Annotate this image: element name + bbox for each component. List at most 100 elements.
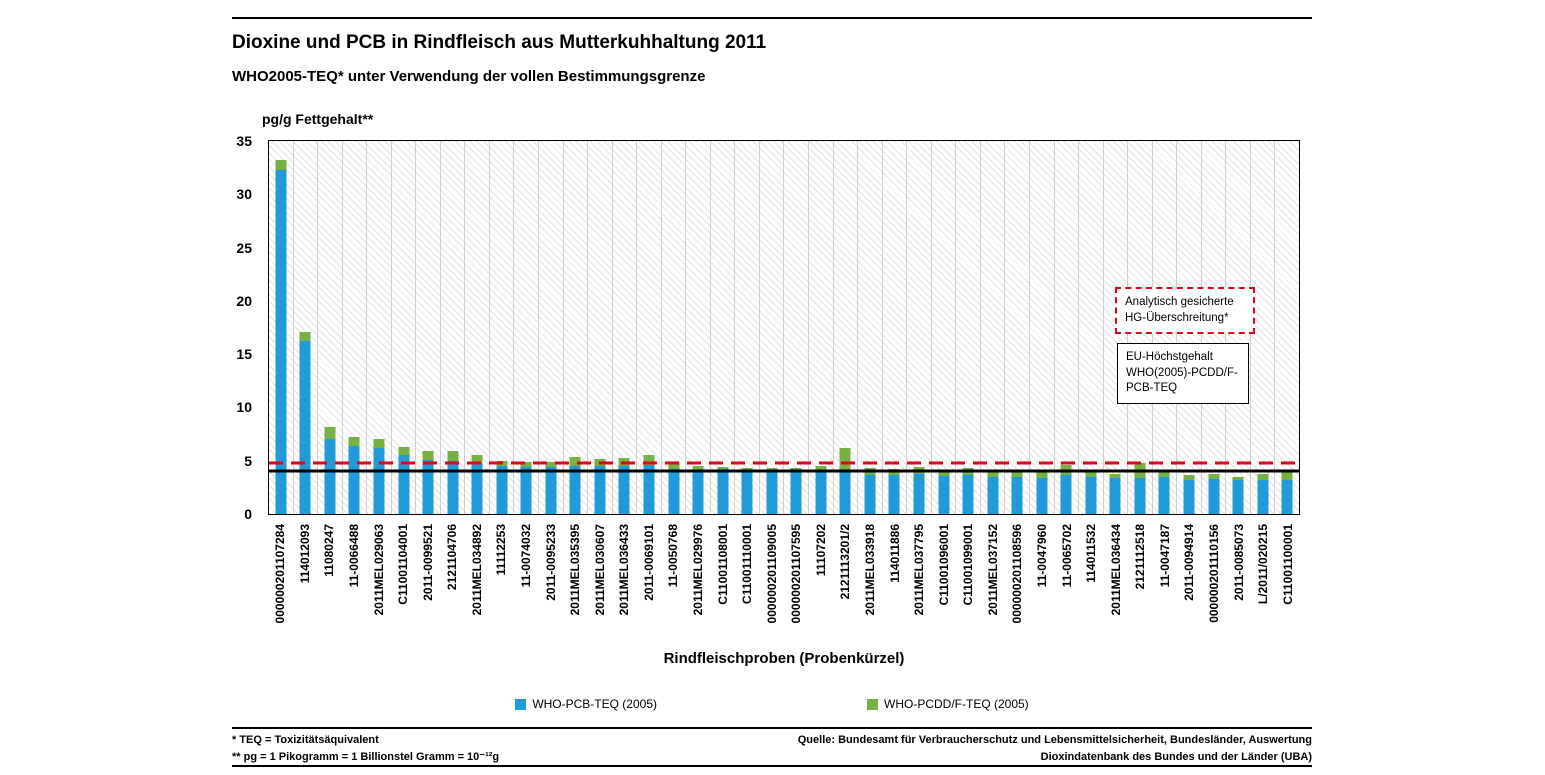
bar-slot	[588, 141, 613, 514]
bar-segment-pcddf	[1208, 473, 1220, 479]
bar-segment-pcddf	[1109, 473, 1121, 478]
bar-segment-pcddf	[1257, 473, 1269, 480]
bar-slot	[1275, 141, 1299, 514]
footer-top-rule	[232, 727, 1312, 729]
bar-slot	[858, 141, 883, 514]
bar-slot	[1251, 141, 1276, 514]
legend: WHO-PCB-TEQ (2005) WHO-PCDD/F-TEQ (2005)	[232, 697, 1312, 711]
bar-series-container	[269, 141, 1299, 514]
bar-segment-pcb	[618, 466, 630, 514]
bar-segment-pcddf	[398, 446, 409, 456]
bar-segment-pcddf	[1232, 476, 1244, 480]
bar-segment-pcb	[373, 447, 385, 514]
bar-segment-pcddf	[717, 467, 729, 470]
bar-segment-pcddf	[1183, 474, 1195, 480]
bar-slot	[932, 141, 957, 514]
annotation-exceedance: Analytisch gesicherte HG-Überschreitung*	[1115, 287, 1255, 335]
eu-limit-line	[269, 469, 1299, 473]
bar-segment-pcddf	[520, 461, 532, 468]
annotation-eu-limit: EU-Höchstgehalt WHO(2005)-PCDD/F-PCB-TEQ	[1117, 343, 1249, 404]
bar-slot	[760, 141, 785, 514]
bar-segment-pcddf	[839, 447, 851, 472]
bar-slot	[711, 141, 736, 514]
bar-slot	[564, 141, 589, 514]
chart-subtitle: WHO2005-TEQ* unter Verwendung der vollen…	[232, 68, 706, 85]
bar-segment-pcb	[766, 471, 778, 514]
legend-swatch-pcddf-icon	[867, 698, 878, 710]
bar-segment-pcb	[815, 470, 827, 514]
bar-segment-pcb	[864, 474, 876, 514]
bar-segment-pcddf	[1158, 470, 1170, 477]
bar-slot	[809, 141, 834, 514]
chart-title: Dioxine und PCB in Rindfleisch aus Mutte…	[232, 32, 767, 53]
bar-segment-pcddf	[1085, 471, 1097, 477]
bar-slot	[343, 141, 368, 514]
bar-segment-pcb	[888, 474, 900, 514]
legend-item-pcddf: WHO-PCDD/F-TEQ (2005)	[867, 697, 1029, 711]
x-axis-labels: 000000201107284 114012093 11080247 11-00664…	[268, 520, 1300, 652]
source-line-1: Quelle: Bundesamt für Verbraucherschutz …	[797, 734, 1312, 746]
source-credit: Quelle: Bundesamt für Verbraucherschutz …	[798, 732, 1312, 766]
bar-segment-pcddf	[790, 468, 802, 472]
bar-segment-pcddf	[299, 331, 311, 342]
bar-segment-pcddf	[815, 466, 827, 471]
bar-slot	[834, 141, 859, 514]
bar-segment-pcb	[545, 467, 557, 514]
bar-segment-pcb	[1060, 474, 1072, 514]
bar-segment-pcb	[1208, 478, 1220, 514]
bar-segment-pcddf	[275, 160, 287, 170]
bar-segment-pcb	[1134, 477, 1146, 514]
y-axis: 0 5 10 15 20 25 30 35	[210, 133, 260, 522]
legend-label-pcb: WHO-PCB-TEQ (2005)	[532, 697, 657, 711]
bar-slot	[416, 141, 441, 514]
bar-segment-pcb	[1257, 479, 1269, 514]
y-axis-tick-label: 20	[236, 292, 252, 309]
bar-slot	[1079, 141, 1104, 514]
footer-bottom-rule	[232, 765, 1312, 767]
bar-segment-pcddf	[348, 437, 360, 446]
x-axis-title: Rindfleischproben (Probenkürzel)	[663, 650, 905, 667]
bar-segment-pcddf	[1036, 471, 1048, 478]
annotation-eu-limit-text: EU-Höchstgehalt WHO(2005)-PCDD/F-PCB-TEQ	[1126, 351, 1238, 395]
annotation-exceedance-text: Analytisch gesicherte HG-Überschreitung*	[1125, 296, 1234, 324]
footnote-pg: ** pg = 1 Pikogramm = 1 Billionstel Gram…	[232, 751, 500, 764]
bar-slot	[956, 141, 981, 514]
bar-segment-pcb	[348, 445, 360, 514]
bar-segment-pcddf	[643, 454, 655, 465]
bar-segment-pcb	[1281, 479, 1293, 514]
bar-slot	[662, 141, 687, 514]
legend-item-pcb: WHO-PCB-TEQ (2005)	[515, 697, 657, 711]
top-rule	[232, 17, 1312, 19]
bar-segment-pcddf	[1011, 472, 1023, 477]
bar-segment-pcb	[275, 169, 287, 514]
bar-segment-pcb	[1232, 479, 1244, 514]
bar-slot	[441, 141, 466, 514]
bar-segment-pcb	[1183, 479, 1195, 514]
bar-segment-pcb	[938, 475, 950, 514]
bar-segment-pcddf	[1281, 472, 1293, 480]
bar-slot	[392, 141, 417, 514]
bar-segment-pcddf	[1060, 465, 1072, 475]
bar-segment-pcddf	[545, 461, 557, 468]
bar-segment-pcb	[1011, 476, 1023, 514]
bar-slot	[318, 141, 343, 514]
bar-segment-pcddf	[741, 468, 753, 472]
bar-segment-pcb	[569, 466, 581, 514]
bar-segment-pcddf	[766, 468, 778, 472]
bar-segment-pcddf	[471, 455, 483, 463]
bar-segment-pcb	[913, 473, 925, 514]
bar-slot	[784, 141, 810, 514]
bar-slot	[514, 141, 540, 514]
bar-slot	[1005, 141, 1030, 514]
bar-segment-pcb	[299, 341, 311, 514]
bar-segment-pcb	[447, 460, 459, 514]
bar-slot	[613, 141, 638, 514]
y-axis-tick-label: 15	[236, 346, 252, 363]
bar-slot	[981, 141, 1006, 514]
bar-segment-pcb	[422, 459, 434, 514]
legend-swatch-pcb-icon	[515, 698, 527, 710]
bar-segment-pcb	[717, 469, 729, 514]
bar-segment-pcb	[398, 455, 409, 514]
y-axis-tick-label: 35	[236, 133, 252, 149]
